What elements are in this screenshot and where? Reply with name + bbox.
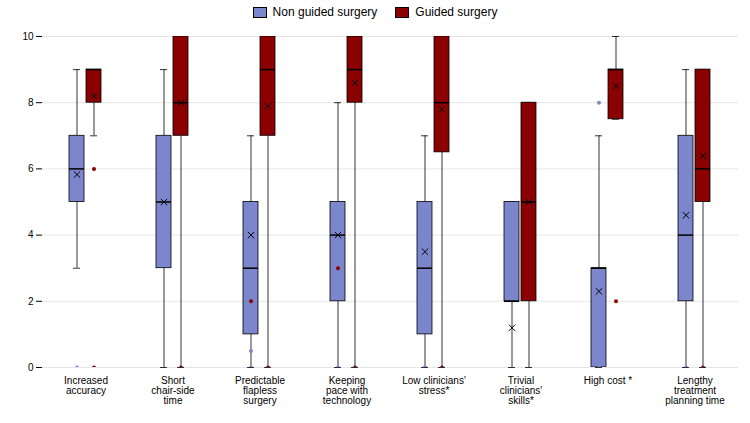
svg-text:Trivialclinicians'skills*: Trivialclinicians'skills*	[500, 375, 543, 406]
html-text:Non guided surgery: Non guided surgery	[272, 5, 378, 19]
svg-text:Predictableflaplesssurgery: Predictableflaplesssurgery	[235, 375, 285, 406]
svg-text:Shortchair-sidetime: Shortchair-sidetime	[151, 375, 195, 406]
svg-text:0: 0	[28, 362, 34, 373]
svg-text:6: 6	[28, 163, 34, 174]
svg-text:8: 8	[28, 97, 34, 108]
svg-text:2: 2	[28, 296, 34, 307]
svg-text:High cost *: High cost *	[584, 375, 632, 386]
html-text:Guided surgery: Guided surgery	[415, 5, 498, 19]
svg-text:Increasedaccuracy: Increasedaccuracy	[64, 375, 108, 396]
svg-text:Low clinicians'stress*: Low clinicians'stress*	[402, 375, 466, 396]
svg-text:10: 10	[22, 31, 34, 42]
svg-text:4: 4	[28, 229, 34, 240]
svg-text:Lengthytreatmentplanning time: Lengthytreatmentplanning time	[665, 375, 725, 406]
svg-text:Keepingpace withtechnology: Keepingpace withtechnology	[323, 375, 371, 406]
